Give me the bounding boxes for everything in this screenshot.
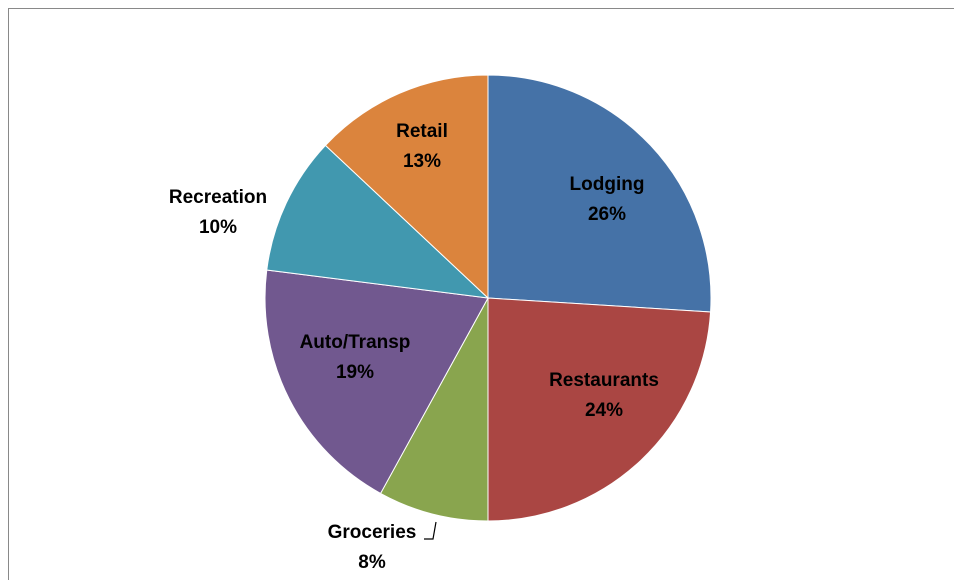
pie-slice-recreation xyxy=(266,144,490,299)
pie-slice-lodging xyxy=(487,74,712,313)
pie-slice-retail xyxy=(324,74,489,300)
pie-slice-auto-transp xyxy=(264,269,489,495)
slice-percent-retail: 13% xyxy=(403,151,441,172)
slice-labels: Lodging 26% Restaurants 24% Groceries 8% Auto/… xyxy=(169,121,659,573)
pie-slice-groceries xyxy=(379,297,489,522)
leader-lines xyxy=(424,521,437,540)
slice-percent-groceries: 8% xyxy=(358,552,386,573)
slice-percent-auto-transp: 19% xyxy=(336,362,374,383)
slice-label-recreation: Recreation xyxy=(169,187,267,208)
slice-label-auto-transp: Auto/Transp xyxy=(300,332,411,353)
slice-percent-lodging: 26% xyxy=(588,204,626,225)
slice-label-restaurants: Restaurants xyxy=(549,370,659,391)
pie-slice-restaurants xyxy=(487,297,712,522)
slice-percent-restaurants: 24% xyxy=(585,400,623,421)
slice-percent-recreation: 10% xyxy=(199,217,237,238)
slice-label-groceries: Groceries xyxy=(328,522,417,543)
slice-label-lodging: Lodging xyxy=(570,174,645,195)
leader-line-groceries xyxy=(424,521,437,540)
pie-slices xyxy=(264,74,712,522)
slice-label-retail: Retail xyxy=(396,121,448,142)
